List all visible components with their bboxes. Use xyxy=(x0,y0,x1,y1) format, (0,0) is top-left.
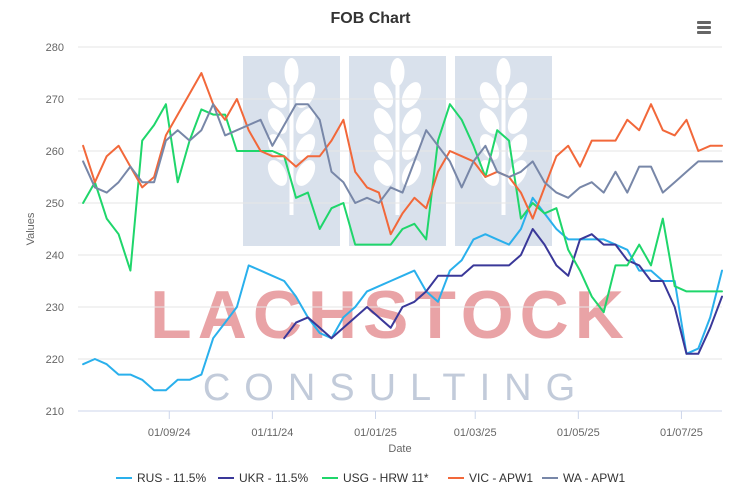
legend-item-label[interactable]: USG - HRW 11* xyxy=(343,471,429,485)
wheat-grain-icon xyxy=(479,82,500,108)
wheat-grain-icon xyxy=(267,82,288,108)
wheat-grain-icon xyxy=(390,58,405,86)
wheat-grain-icon xyxy=(295,160,316,186)
legend-item-label[interactable]: VIC - APW1 xyxy=(469,471,533,485)
chart-title: FOB Chart xyxy=(330,10,411,27)
wheat-grain-icon xyxy=(373,82,394,108)
legend-item-label[interactable]: WA - APW1 xyxy=(563,471,626,485)
y-tick-label: 260 xyxy=(46,146,64,158)
series-line-3[interactable] xyxy=(82,72,723,236)
legend-item-label[interactable]: UKR - 11.5% xyxy=(239,471,308,485)
wheat-grain-icon xyxy=(507,82,528,108)
wheat-grain-icon xyxy=(295,134,316,160)
legend-item-label[interactable]: RUS - 11.5% xyxy=(137,471,206,485)
wheat-grain-icon xyxy=(373,160,394,186)
x-tick-label: 01/07/25 xyxy=(660,427,703,439)
wheat-grain-icon xyxy=(373,134,394,160)
x-tick-label: 01/05/25 xyxy=(557,427,600,439)
hamburger-menu-icon xyxy=(697,31,711,34)
series-line-1[interactable] xyxy=(283,228,723,355)
wheat-grain-icon xyxy=(401,134,422,160)
x-tick-label: 01/09/24 xyxy=(148,427,191,439)
y-tick-label: 230 xyxy=(46,302,64,314)
wheat-grain-icon xyxy=(496,58,511,86)
chart-menu-button[interactable] xyxy=(694,16,718,38)
wheat-grain-icon xyxy=(373,108,394,134)
wheat-grain-icon xyxy=(295,108,316,134)
hamburger-menu-icon xyxy=(697,26,711,29)
wheat-grain-icon xyxy=(479,108,500,134)
series-line-4[interactable] xyxy=(82,103,723,204)
wheat-grain-icon xyxy=(401,82,422,108)
watermark-text-secondary: CONSULTING xyxy=(203,367,589,409)
hamburger-menu-icon xyxy=(697,21,711,24)
y-tick-label: 220 xyxy=(46,354,64,366)
x-tick-label: 01/01/25 xyxy=(354,427,397,439)
y-axis-title: Values xyxy=(25,212,37,245)
watermark-text-primary: LACHSTOCK xyxy=(150,277,630,353)
wheat-grain-icon xyxy=(507,108,528,134)
wheat-grain-icon xyxy=(295,82,316,108)
wheat-grain-icon xyxy=(284,58,299,86)
x-axis-title: Date xyxy=(388,443,411,455)
wheat-grain-icon xyxy=(267,160,288,186)
y-tick-label: 240 xyxy=(46,250,64,262)
x-tick-label: 01/03/25 xyxy=(454,427,497,439)
y-tick-label: 270 xyxy=(46,94,64,106)
y-tick-label: 250 xyxy=(46,198,64,210)
wheat-grain-icon xyxy=(507,134,528,160)
x-tick-label: 01/11/24 xyxy=(251,427,293,439)
y-tick-label: 280 xyxy=(46,42,64,54)
wheat-grain-icon xyxy=(401,108,422,134)
wheat-grain-icon xyxy=(267,134,288,160)
y-tick-label: 210 xyxy=(46,406,64,418)
